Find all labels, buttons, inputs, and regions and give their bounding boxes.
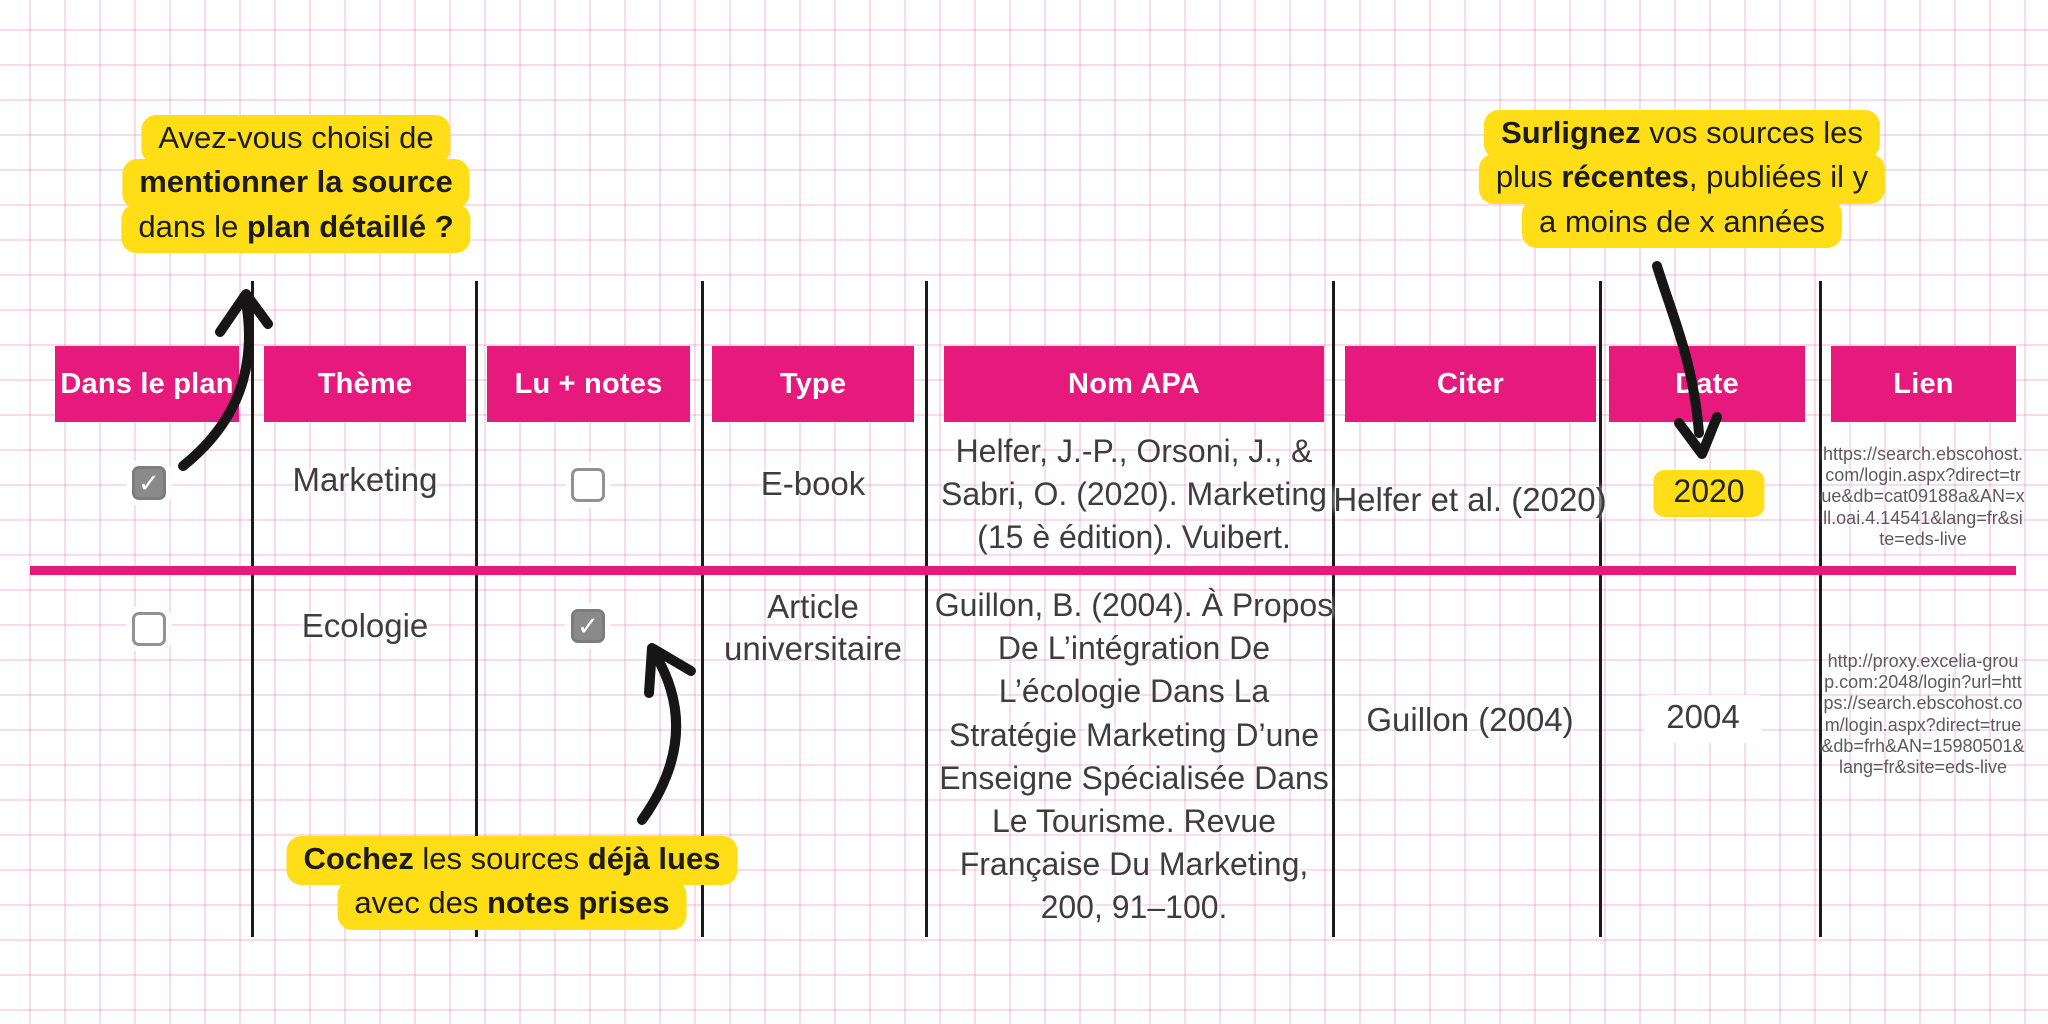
column-header-lu-notes: Lu + notes [487,346,690,422]
cell-nom-apa-row-2: Guillon, B. (2004). À Propos De L’intégr… [934,587,1334,926]
callout-line: mentionner la source [122,159,470,209]
callout-line: avec des notes prises [337,880,687,930]
callout-text: récentes [1561,159,1689,195]
cell-nom-apa-row-1: Helfer, J.-P., Orsoni, J., & Sabri, O. (… [941,433,1327,556]
callout-text: les sources [413,841,588,876]
column-divider [475,281,478,937]
callout-line: a moins de x années [1521,198,1843,248]
callout-line: Surlignez vos sources les [1484,110,1880,160]
callout-text: Cochez [303,841,414,876]
checkbox-in-plan-row-2[interactable] [132,612,166,646]
cell-citer-row-1: Helfer et al. (2020) [1333,481,1607,518]
callout-text: , publiées il y [1688,159,1869,195]
callout-mention-source: Avez-vous choisi de mentionner la source… [121,115,471,253]
callout-cocher-lues: Cochez les sources déjà lues avec des no… [286,836,738,930]
callout-text: notes prises [487,885,670,921]
callout-text: avec des [354,885,488,921]
callout-surligner-recentes: Surlignez vos sources les plus récentes,… [1478,110,1886,248]
callout-line: dans le plan détaillé ? [121,203,471,253]
row-separator-line [30,566,2016,575]
column-divider [925,281,928,937]
checkbox-lu-notes-row-2[interactable] [571,609,605,643]
column-header-nom-apa: Nom APA [944,346,1324,422]
cell-lien-row-1[interactable]: https://search.ebscohost.com/login.aspx?… [1821,444,2025,549]
column-divider [701,281,704,937]
checkbox-lu-notes-row-1[interactable] [571,468,605,502]
arrow-callout-to-lu-notes-checkbox-icon [637,643,696,825]
callout-text: a moins de x années [1538,203,1826,239]
callout-text: dans le [138,208,247,244]
cell-date-row-1-highlighted: 2020 [1653,470,1765,517]
column-divider [1332,281,1335,937]
callout-text: déjà lues [587,841,721,876]
column-header-theme: Thème [264,346,466,422]
callout-line: Avez-vous choisi de [141,115,451,165]
column-header-type: Type [712,346,914,422]
column-header-date: Date [1609,346,1805,422]
cell-theme-row-2: Ecologie [301,607,429,644]
callout-line: plus récentes, publiées il y [1478,154,1886,204]
checkbox-in-plan-row-1[interactable] [132,466,166,500]
cell-citer-row-2: Guillon (2004) [1366,701,1574,738]
callout-text: mentionner la source [139,164,453,200]
callout-text: vos sources les [1640,115,1863,150]
column-divider [251,281,254,937]
cell-type-row-2: Article universitaire [724,588,902,668]
callout-text: Surlignez [1501,115,1641,150]
cell-date-row-2: 2004 [1644,695,1762,743]
column-header-lien: Lien [1831,346,2016,422]
callout-text: plus [1495,159,1562,195]
callout-text: Avez-vous choisi de [158,120,434,155]
cell-type-row-1: E-book [760,465,866,502]
callout-text: plan détaillé ? [246,208,454,244]
cell-lien-row-2[interactable]: http://proxy.excelia-group.com:2048/logi… [1821,651,2025,778]
column-divider [1819,281,1822,937]
column-header-citer: Citer [1345,346,1596,422]
column-divider [1599,281,1602,937]
column-header-dans-le-plan: Dans le plan [55,346,239,422]
cell-theme-row-1: Marketing [292,461,438,498]
callout-line: Cochez les sources déjà lues [286,836,738,886]
